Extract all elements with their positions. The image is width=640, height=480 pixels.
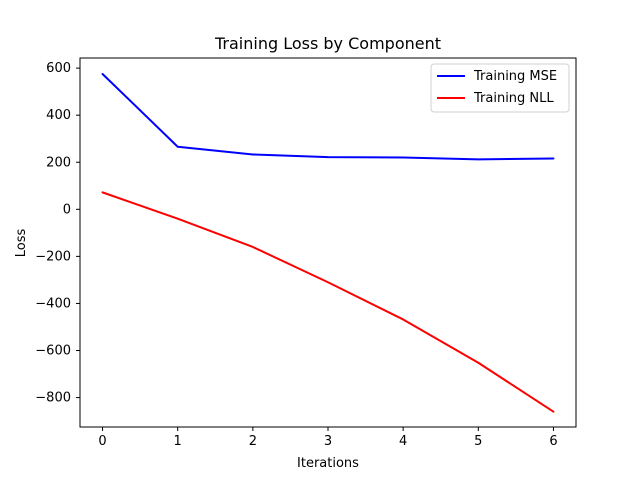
y-tick-label: −600 bbox=[35, 344, 71, 359]
y-tick-label: 600 bbox=[46, 61, 71, 76]
y-tick-label: 200 bbox=[46, 155, 71, 170]
legend-box bbox=[430, 63, 570, 113]
y-tick-label: −200 bbox=[35, 249, 71, 264]
series-layer bbox=[101, 73, 555, 413]
y-tick-label: 400 bbox=[46, 108, 71, 123]
x-axis-label: Iterations bbox=[297, 456, 359, 471]
x-axis-ticks: 0 1 2 3 4 5 6 bbox=[98, 427, 558, 449]
plot-frame bbox=[79, 57, 577, 428]
series-line-training-mse bbox=[101, 73, 555, 161]
y-axis-label: Loss bbox=[14, 229, 29, 258]
x-tick-label: 4 bbox=[399, 434, 407, 449]
chart-title: Training Loss by Component bbox=[214, 34, 441, 53]
legend-label-training-nll: Training NLL bbox=[473, 91, 554, 106]
y-tick-label: 0 bbox=[63, 202, 71, 217]
legend-label-training-mse: Training MSE bbox=[473, 69, 557, 84]
y-tick-label: −400 bbox=[35, 296, 71, 311]
legend: Training MSE Training NLL bbox=[430, 63, 570, 113]
x-tick-label: 0 bbox=[98, 434, 106, 449]
x-tick-label: 3 bbox=[324, 434, 332, 449]
x-tick-label: 2 bbox=[249, 434, 257, 449]
x-tick-label: 5 bbox=[474, 434, 482, 449]
x-tick-label: 1 bbox=[174, 434, 182, 449]
x-tick-label: 6 bbox=[549, 434, 557, 449]
y-tick-label: −800 bbox=[35, 391, 71, 406]
y-axis-ticks: 600 400 200 0 −200 −400 −600 −800 bbox=[35, 61, 80, 406]
series-line-training-nll bbox=[101, 191, 555, 413]
